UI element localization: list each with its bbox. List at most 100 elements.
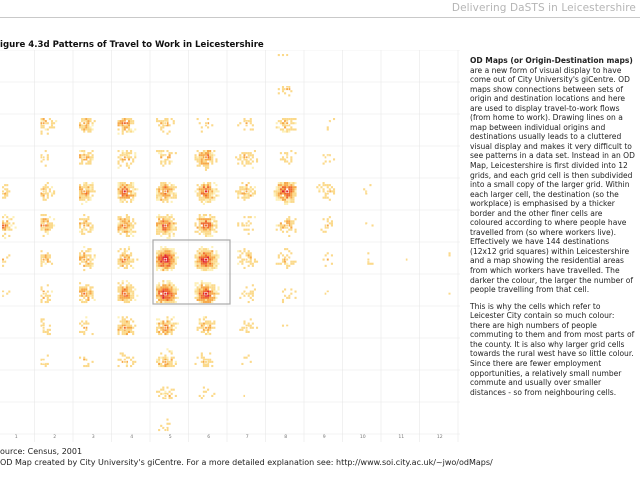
origin-subcell [168, 232, 171, 235]
origin-subcell [158, 260, 161, 263]
origin-subcell [239, 154, 242, 157]
origin-subcell [158, 224, 161, 227]
destination-marker [204, 292, 208, 296]
origin-subcell [166, 120, 169, 123]
origin-subcell [117, 188, 120, 191]
origin-subcell [213, 224, 216, 227]
column-label: 8 [284, 434, 287, 440]
origin-subcell [158, 322, 161, 325]
origin-subcell [119, 196, 122, 199]
origin-subcell [123, 318, 126, 321]
origin-subcell [130, 118, 133, 121]
origin-subcell [156, 360, 159, 363]
origin-subcell [130, 288, 133, 291]
origin-subcell [132, 258, 135, 261]
origin-subcell [6, 192, 9, 195]
origin-subcell [211, 268, 214, 272]
origin-subcell [162, 224, 165, 227]
origin-subcell [166, 232, 169, 235]
origin-subcell [279, 194, 282, 197]
origin-subcell [44, 188, 47, 191]
origin-subcell [166, 428, 169, 432]
origin-subcell [125, 288, 128, 291]
origin-subcell [162, 396, 165, 400]
origin-subcell [156, 192, 159, 195]
origin-subcell [207, 326, 210, 329]
origin-subcell [119, 284, 122, 287]
column-label: 5 [169, 434, 172, 440]
origin-subcell [279, 226, 282, 229]
origin-subcell [243, 188, 246, 191]
origin-subcell [119, 216, 122, 219]
origin-subcell [121, 226, 124, 229]
origin-subcell [123, 258, 126, 261]
origin-subcell [166, 156, 169, 159]
origin-subcell [284, 160, 287, 163]
origin-subcell [130, 192, 133, 195]
origin-subcell [174, 262, 177, 265]
origin-subcell [8, 234, 11, 237]
destination-marker [123, 292, 127, 296]
origin-subcell [288, 194, 291, 197]
origin-subcell [81, 260, 84, 263]
origin-subcell [204, 230, 208, 233]
origin-subcell [245, 188, 248, 191]
origin-subcell [130, 326, 133, 329]
origin-subcell [91, 294, 94, 297]
origin-subcell [326, 126, 329, 129]
origin-subcell [196, 286, 199, 289]
origin-subcell [89, 156, 92, 159]
origin-subcell [127, 124, 131, 127]
origin-subcell [87, 224, 90, 227]
origin-subcell [247, 256, 250, 259]
destination-marker [82, 326, 86, 330]
origin-subcell [85, 298, 88, 301]
origin-subcell [2, 192, 5, 195]
origin-subcell [202, 298, 205, 301]
origin-subcell [156, 216, 159, 219]
origin-subcell [4, 194, 7, 197]
origin-subcell [213, 292, 216, 295]
origin-subcell [198, 152, 201, 155]
origin-subcell [198, 288, 201, 291]
destination-marker [204, 121, 208, 125]
origin-subcell [284, 130, 287, 133]
origin-subcell [207, 266, 210, 269]
origin-subcell [42, 330, 45, 333]
origin-subcell [91, 286, 94, 289]
origin-subcell [207, 228, 210, 231]
origin-subcell [215, 160, 218, 163]
destination-cell [79, 214, 94, 235]
origin-subcell [202, 186, 205, 189]
destination-marker [447, 257, 452, 262]
destination-marker [123, 360, 127, 364]
origin-subcell [279, 184, 282, 187]
origin-subcell [284, 194, 287, 197]
origin-subcell [215, 264, 218, 267]
origin-subcell [117, 288, 120, 291]
origin-subcell [87, 184, 90, 187]
origin-subcell [79, 256, 82, 259]
origin-subcell [125, 250, 128, 253]
origin-subcell [158, 358, 161, 361]
destination-cell [194, 246, 220, 272]
destination-cell [324, 290, 330, 296]
origin-subcell [123, 194, 126, 197]
origin-subcell [170, 290, 173, 293]
origin-subcell [207, 224, 210, 227]
origin-subcell [196, 226, 199, 229]
origin-subcell [286, 194, 289, 197]
origin-subcell [326, 218, 329, 221]
origin-subcell [158, 294, 161, 297]
origin-subcell [243, 258, 246, 261]
origin-subcell [87, 188, 90, 191]
origin-subcell [50, 126, 54, 129]
origin-subcell [170, 196, 173, 199]
origin-subcell [326, 186, 329, 189]
origin-subcell [162, 386, 165, 389]
origin-subcell [237, 194, 240, 197]
origin-subcell [202, 158, 205, 161]
origin-subcell [87, 222, 90, 225]
origin-subcell [202, 290, 205, 293]
origin-subcell [247, 228, 250, 231]
